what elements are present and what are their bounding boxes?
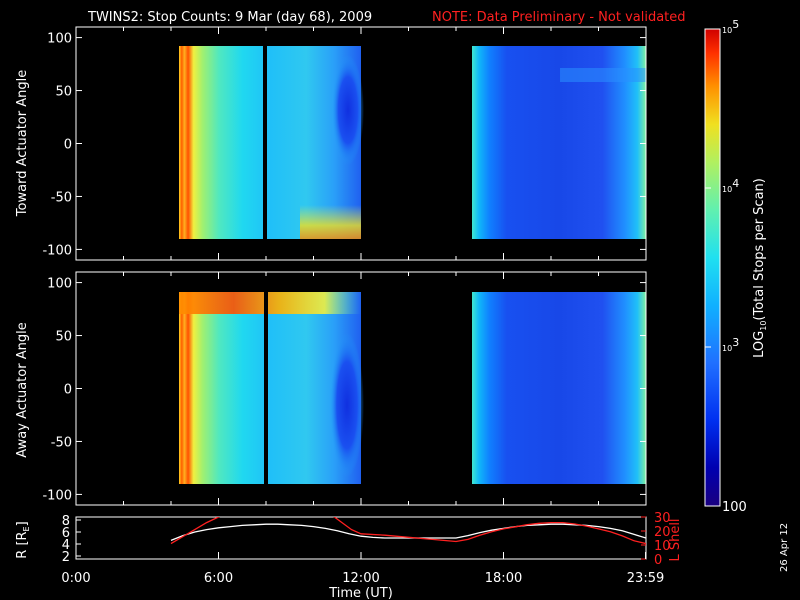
top-band-away [179,292,361,314]
panel-toward: 100 50 0 -50 -100 Toward Actuator Angle [15,26,647,261]
gap-stripe-toward [263,46,267,239]
ytick-label: 50 [55,85,72,100]
preliminary-note: NOTE: Data Preliminary - Not validated [432,10,686,25]
fringe-toward [300,205,361,239]
colorbar-scale [704,28,721,507]
lshell-tick-label: 0 [654,553,662,568]
ytick-label: -50 [51,435,72,450]
colorbar-tick-label: 100 [722,500,747,515]
lshell-axis-label: L Shell [668,518,683,561]
ylabel-away: Away Actuator Angle [15,322,30,457]
blue-region-toward [332,55,364,165]
ytick-label: 100 [47,277,72,292]
colorbar-tick-label: 105 [722,18,739,35]
yticks-toward: 100 50 0 -50 -100 [42,27,647,260]
time-tick-label: 18:00 [485,571,522,586]
lshell-line [333,517,646,545]
blue-region-away [330,333,364,477]
time-axis-label: Time (UT) [328,586,393,600]
panel-away: 100 50 0 -50 -100 Away Actuator Angle [15,271,647,506]
lshell-line [170,517,221,545]
ytick-label: 0 [64,138,72,153]
r-tick-label: 2 [62,550,70,565]
time-tick-label: 6:00 [204,571,233,586]
yticks-away: 100 50 0 -50 -100 [42,272,647,505]
ylabel-toward: Toward Actuator Angle [15,70,30,217]
time-tick-label: 23:59 [627,571,664,586]
time-tick-label: 12:00 [342,571,379,586]
r-tick-label: 8 [62,514,70,529]
ytick-label: -100 [42,488,72,503]
time-tick-label: 0:00 [61,571,90,586]
ytick-label: 100 [47,32,72,47]
colorbar-tick-label: 103 [722,336,739,353]
ytick-label: 0 [64,383,72,398]
r-tick-label: 4 [62,538,70,553]
time-axis-ticks: 0:00 6:00 12:00 18:00 23:59 [61,552,664,586]
colorbar-ticks: 105 104 103 100 [705,18,747,515]
lshell-tick-label: 20 [654,525,671,540]
colorbar: 105 104 103 100 LOG10(Total Stops per Scan) [704,18,768,515]
figure-title: TWINS2: Stop Counts: 9 Mar (day 68), 200… [87,10,372,25]
r-axis-label: R [RE] [15,521,31,558]
pale-band-toward [560,68,646,82]
r-distance-line [170,523,646,542]
r-tick-label: 6 [62,526,70,541]
colorbar-tick-label: 104 [722,177,739,194]
gap-stripe-away [264,292,268,484]
block-away-2 [472,292,646,484]
ytick-label: -50 [51,190,72,205]
lshell-tick-label: 30 [654,511,671,526]
lshell-tick-label: 10 [654,539,671,554]
ytick-label: -100 [42,243,72,258]
orbit-lines [170,517,646,545]
ytick-label: 50 [55,330,72,345]
colorbar-label: LOG10(Total Stops per Scan) [752,178,768,358]
date-stamp: 26 Apr 12 [779,523,790,572]
